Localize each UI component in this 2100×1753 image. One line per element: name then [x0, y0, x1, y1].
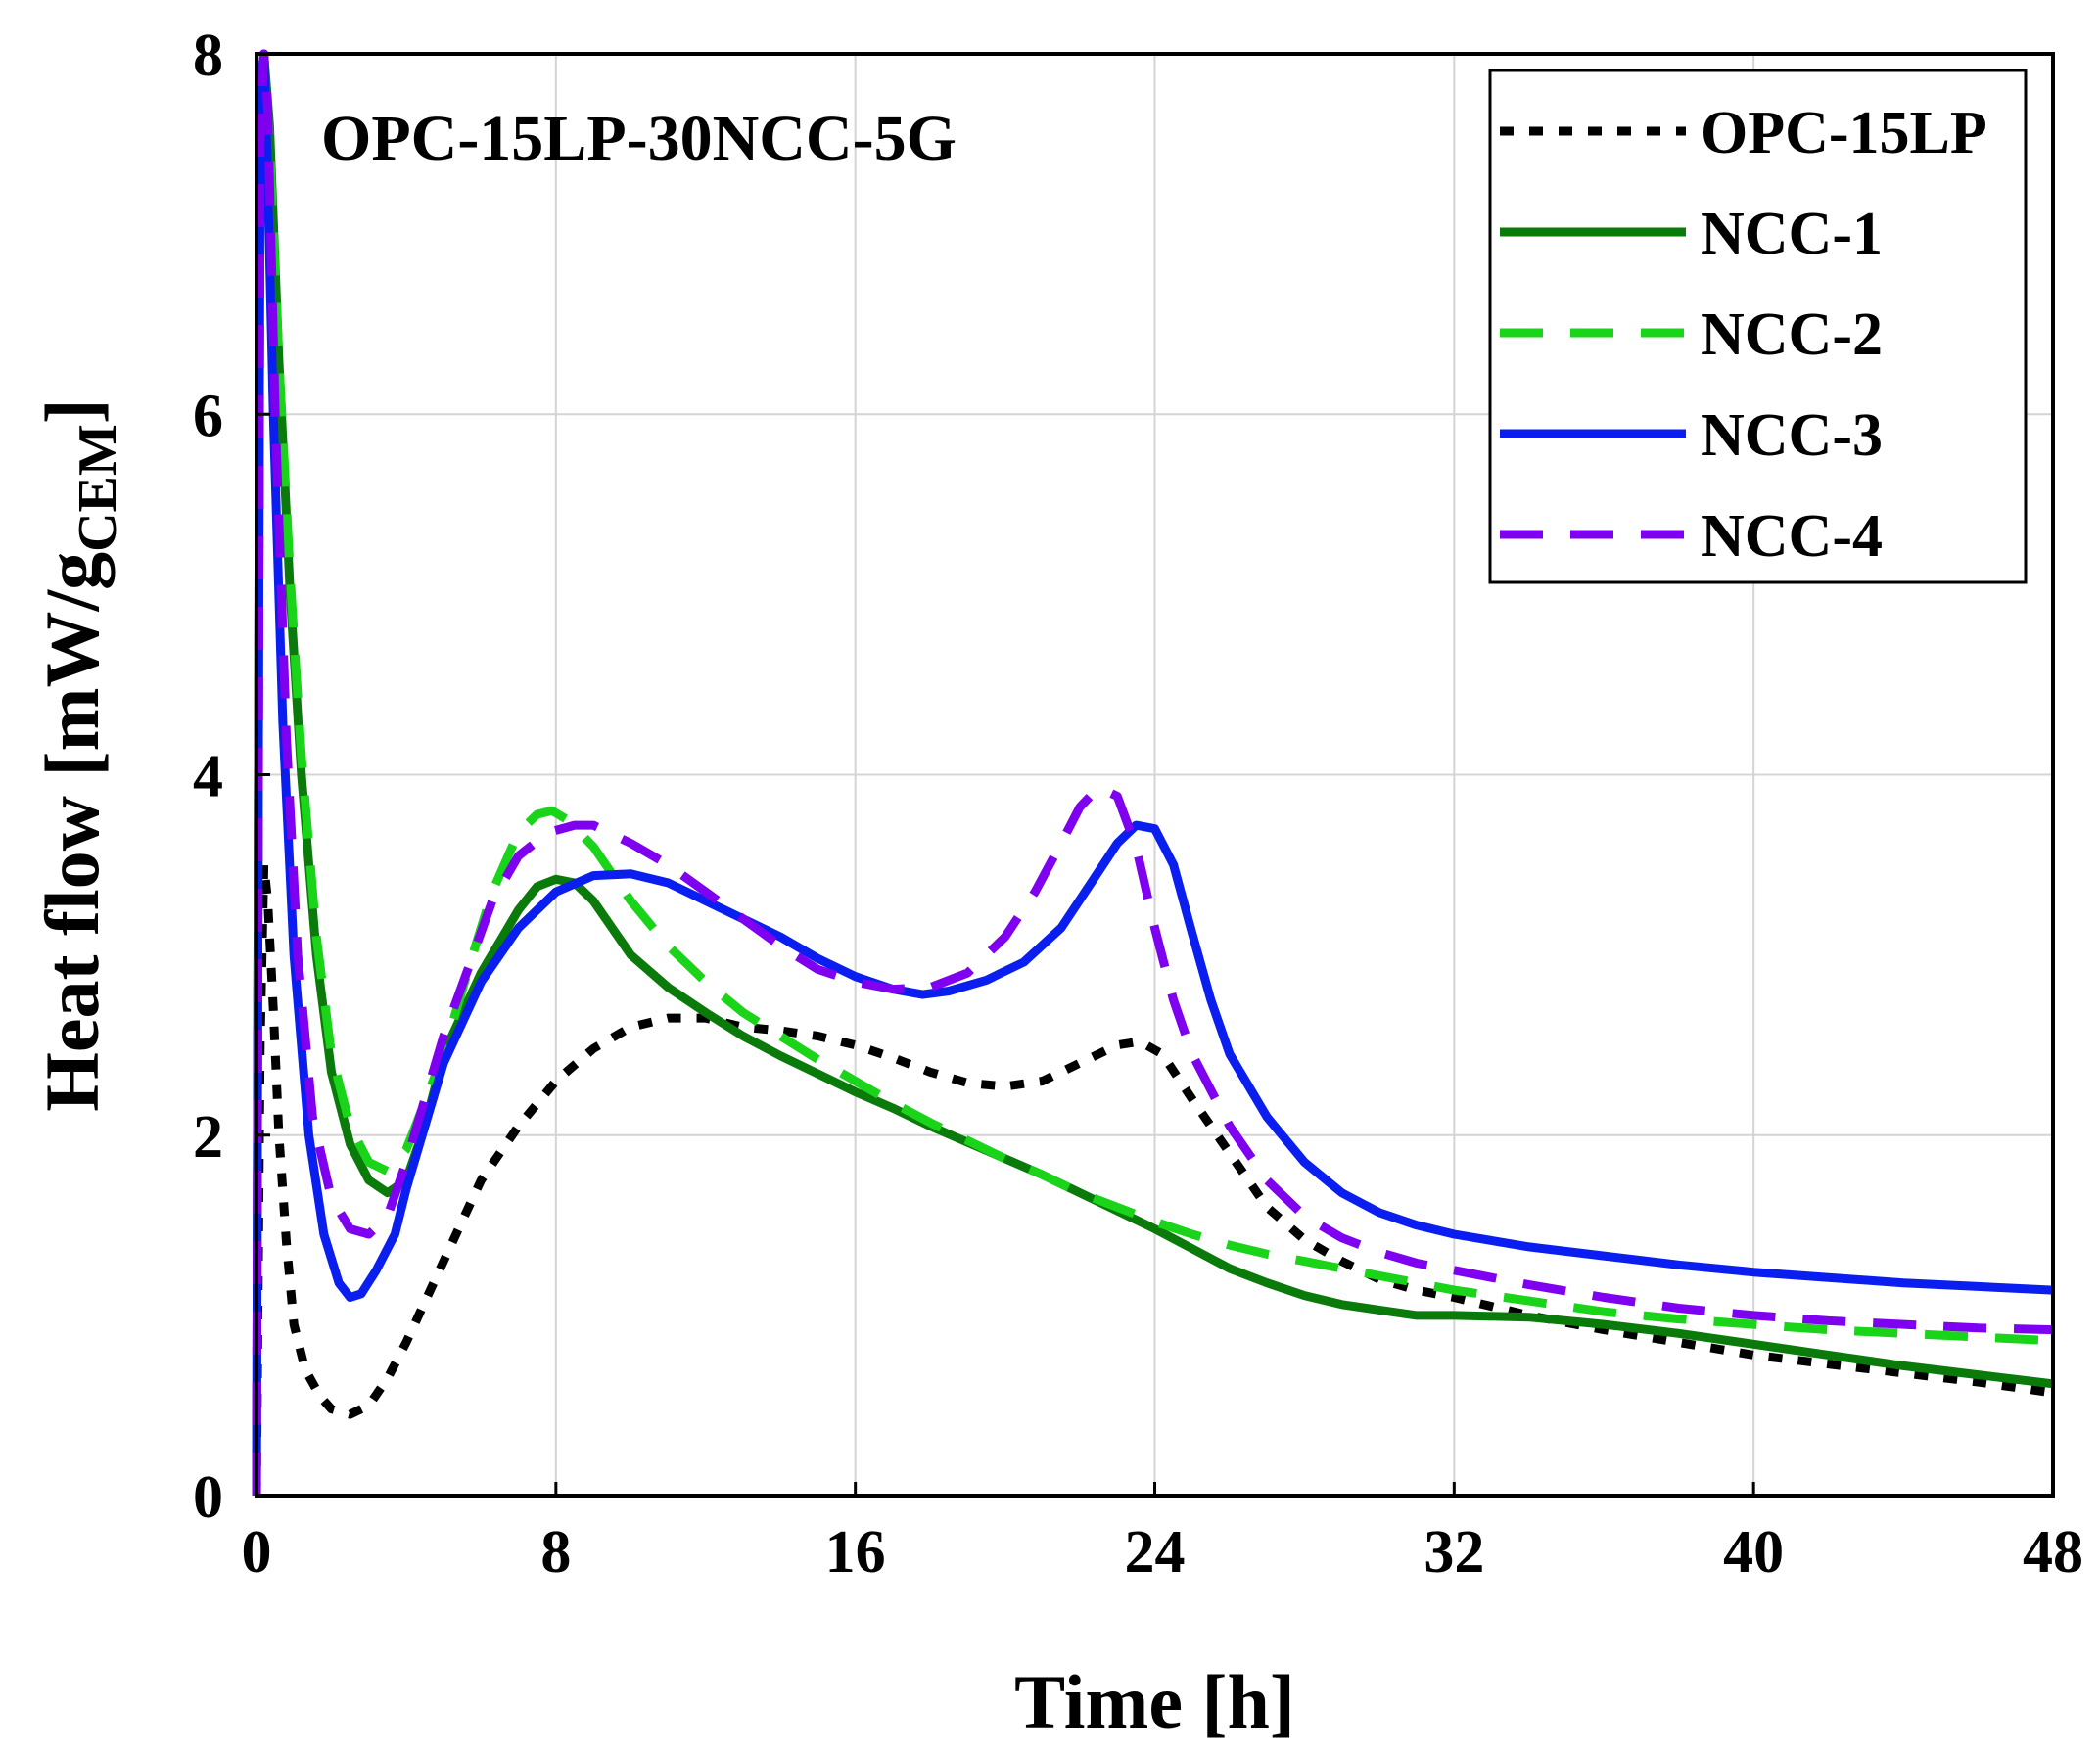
x-tick-label: 40: [1723, 1519, 1784, 1586]
legend-label: NCC-1: [1701, 201, 1883, 267]
y-tick-label: 2: [193, 1104, 223, 1171]
x-tick-label: 16: [825, 1519, 886, 1586]
series-line-ncc-1: [252, 49, 2054, 1497]
legend-label: NCC-2: [1701, 301, 1883, 368]
y-axis-title-close: ]: [29, 398, 115, 424]
legend-label: NCC-4: [1701, 503, 1883, 570]
y-axis-title: Heat flow [mW/gCEM]: [29, 398, 128, 1112]
x-tick-label: 0: [242, 1519, 272, 1586]
x-tick-label: 8: [540, 1519, 571, 1586]
chart-annotation: OPC-15LP-30NCC-5G: [321, 103, 957, 174]
series-line-opc-15lp: [252, 860, 2054, 1497]
y-axis-title-main: Heat flow [mW/g: [29, 552, 115, 1112]
series-layer: [252, 49, 2054, 1497]
y-tick-label: 6: [193, 383, 223, 449]
x-axis-title: Time [h]: [1014, 1659, 1295, 1744]
legend-label: OPC-15LP: [1701, 100, 1987, 166]
y-tick-label: 8: [193, 23, 223, 89]
x-tick-label: 48: [2023, 1519, 2083, 1586]
x-tick-label: 24: [1125, 1519, 1186, 1586]
series-line-ncc-4: [252, 49, 2054, 1497]
y-tick-label: 4: [193, 744, 223, 810]
legend-box: [1488, 69, 2028, 584]
y-axis-title-subscript: CEM: [68, 424, 128, 552]
legend-label: NCC-3: [1701, 402, 1883, 469]
x-tick-label: 32: [1423, 1519, 1484, 1586]
series-line-ncc-2: [252, 49, 2054, 1497]
y-tick-label: 0: [193, 1464, 223, 1531]
legend: OPC-15LP NCC-1 NCC-2 NCC-3 NCC-4: [1488, 69, 2028, 584]
